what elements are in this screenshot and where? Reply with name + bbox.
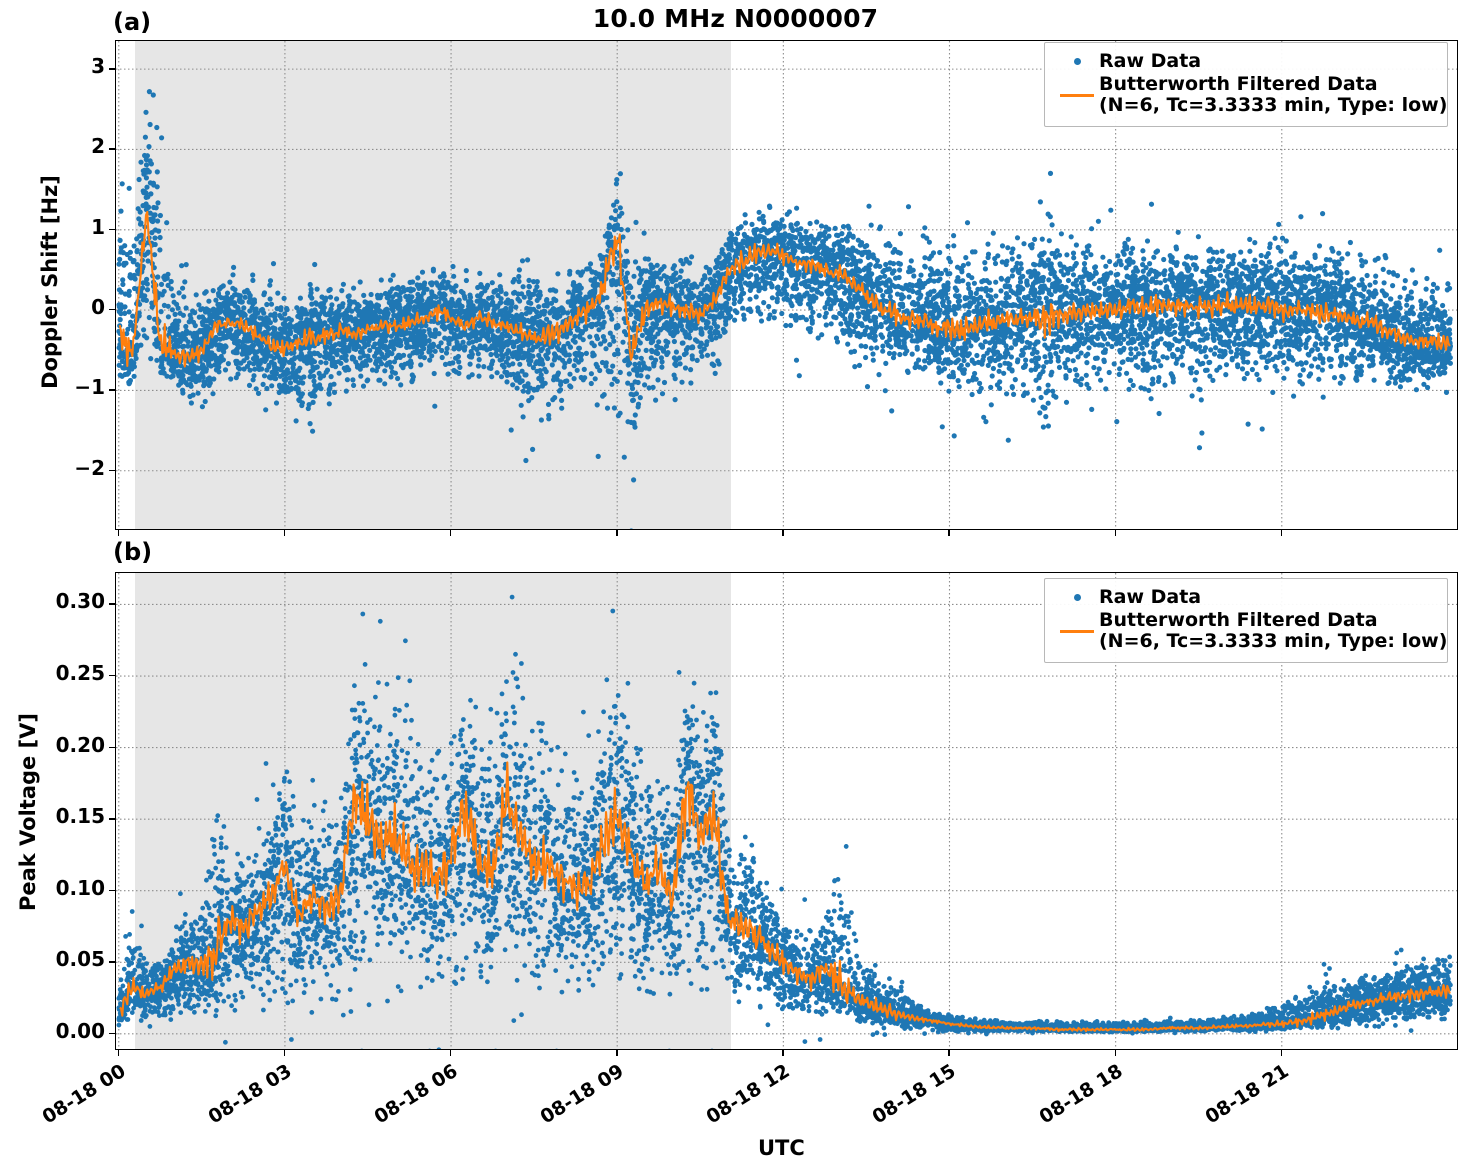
ytick-mark: [109, 309, 115, 310]
xtick-mark: [782, 1050, 783, 1056]
ytick-label: 0.10: [0, 876, 105, 900]
ytick-label: 0.30: [0, 589, 105, 613]
xtick-mark: [118, 1050, 119, 1056]
xtick-mark: [782, 530, 783, 536]
ytick-label: −1: [0, 375, 105, 399]
xtick-mark: [1281, 1050, 1282, 1056]
xtick-mark: [284, 530, 285, 536]
panel-a-legend: Raw Data Butterworth Filtered Data (N=6,…: [1044, 42, 1448, 127]
panel-b-tag: (b): [113, 538, 152, 566]
xtick-mark: [1281, 530, 1282, 536]
xtick-label: 08-18 15: [821, 1060, 960, 1158]
legend-row-raw-b: Raw Data: [1055, 587, 1436, 609]
xtick-mark: [616, 530, 617, 536]
ytick-label: 3: [0, 54, 105, 78]
ytick-mark: [109, 389, 115, 390]
legend-raw-label: Raw Data: [1099, 51, 1201, 73]
ytick-mark: [109, 603, 115, 604]
legend-filtered-label-line1-b: Butterworth Filtered Data: [1099, 610, 1447, 632]
panel-a-tag: (a): [113, 8, 151, 36]
ytick-label: 0.00: [0, 1019, 105, 1043]
legend-row-filtered: Butterworth Filtered Data (N=6, Tc=3.333…: [1055, 74, 1436, 117]
legend-filtered-label-line2-b: (N=6, Tc=3.3333 min, Type: low): [1099, 631, 1447, 653]
xtick-mark: [616, 1050, 617, 1056]
xtick-mark: [948, 1050, 949, 1056]
xtick-label: 08-18 21: [1154, 1060, 1293, 1158]
ytick-label: −2: [0, 456, 105, 480]
ytick-mark: [109, 818, 115, 819]
xtick-label: 08-18 18: [987, 1060, 1126, 1158]
xtick-mark: [1115, 1050, 1116, 1056]
ytick-mark: [109, 1033, 115, 1034]
scatter-dot-icon: [1055, 51, 1099, 65]
legend-raw-label-b: Raw Data: [1099, 587, 1201, 609]
ytick-label: 0: [0, 295, 105, 319]
ytick-mark: [109, 961, 115, 962]
panel-b-legend: Raw Data Butterworth Filtered Data (N=6,…: [1044, 578, 1448, 663]
scatter-dot-icon: [1055, 587, 1099, 601]
xtick-mark: [450, 1050, 451, 1056]
ytick-mark: [109, 675, 115, 676]
xtick-label: 08-18 03: [157, 1060, 296, 1158]
figure-title: 10.0 MHz N0000007: [0, 4, 1471, 33]
xtick-label: 08-18 06: [323, 1060, 462, 1158]
ytick-mark: [109, 470, 115, 471]
legend-row-filtered-b: Butterworth Filtered Data (N=6, Tc=3.333…: [1055, 610, 1436, 653]
legend-filtered-label-line1: Butterworth Filtered Data: [1099, 74, 1447, 96]
xtick-mark: [450, 530, 451, 536]
xaxis-title: UTC: [758, 1136, 805, 1160]
xtick-mark: [284, 1050, 285, 1056]
ytick-mark: [109, 747, 115, 748]
solid-line-icon: [1055, 74, 1099, 97]
ytick-label: 0.05: [0, 947, 105, 971]
ytick-mark: [109, 229, 115, 230]
ytick-label: 0.25: [0, 661, 105, 685]
xtick-mark: [118, 530, 119, 536]
xtick-mark: [1115, 530, 1116, 536]
legend-filtered-label-line2: (N=6, Tc=3.3333 min, Type: low): [1099, 95, 1447, 117]
ytick-label: 2: [0, 134, 105, 158]
xtick-mark: [948, 530, 949, 536]
legend-row-raw: Raw Data: [1055, 51, 1436, 73]
ytick-label: 1: [0, 215, 105, 239]
solid-line-icon: [1055, 610, 1099, 633]
xtick-label: 08-18 09: [489, 1060, 628, 1158]
ytick-mark: [109, 68, 115, 69]
ytick-label: 0.15: [0, 804, 105, 828]
ytick-mark: [109, 890, 115, 891]
xtick-label: 08-18 00: [0, 1060, 129, 1158]
ytick-mark: [109, 148, 115, 149]
ytick-label: 0.20: [0, 733, 105, 757]
